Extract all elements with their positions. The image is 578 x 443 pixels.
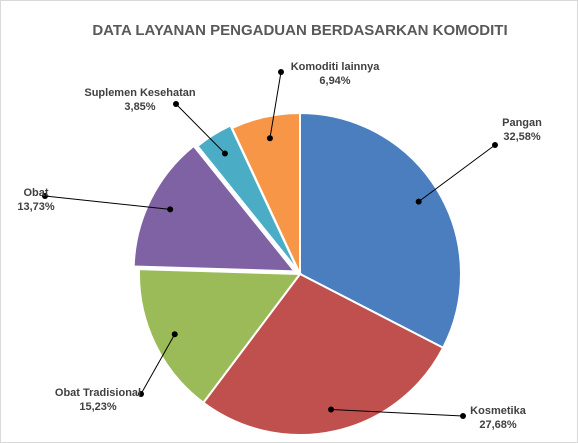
leader-dot	[221, 150, 228, 157]
leader-dot	[167, 206, 174, 213]
pie-slice	[196, 124, 300, 273]
slice-value-label: 13,73%	[17, 201, 55, 213]
leader-dot	[171, 331, 178, 338]
pie-slice	[132, 144, 297, 273]
leader-dot	[138, 391, 144, 397]
leader-line	[175, 103, 226, 154]
slice-value-label: 32,58%	[503, 131, 541, 143]
leader-dot	[492, 142, 498, 148]
slice-value-label: 3,85%	[124, 101, 155, 113]
leader-line	[418, 144, 496, 203]
leader-line	[44, 195, 171, 210]
slice-label: Komoditi lainnya	[291, 61, 381, 73]
slice-label: Obat	[23, 187, 48, 199]
slice-label: Pangan	[502, 117, 542, 129]
pie-slice	[230, 111, 301, 275]
leader-line	[331, 408, 464, 417]
slice-label: Kosmetika	[470, 405, 527, 417]
leader-dot	[460, 413, 466, 419]
leader-dot	[415, 198, 422, 205]
pie-slice	[138, 268, 302, 405]
slice-value-label: 6,94%	[319, 75, 350, 87]
slice-label: Suplemen Kesehatan	[84, 87, 196, 99]
leader-dot	[328, 406, 335, 413]
leader-line	[269, 71, 282, 139]
leader-dot	[266, 135, 273, 142]
leader-dot	[173, 101, 179, 107]
pie-slice	[299, 111, 462, 350]
leader-dot	[278, 69, 284, 75]
slice-label: Obat Tradisional	[55, 387, 141, 399]
leader-line	[140, 333, 176, 395]
chart-title: DATA LAYANAN PENGADUAN BERDASARKAN KOMOD…	[92, 22, 507, 39]
slice-value-label: 27,68%	[479, 419, 517, 431]
pie-slice	[201, 272, 445, 436]
slice-value-label: 15,23%	[79, 401, 117, 413]
leader-dot	[42, 193, 48, 199]
